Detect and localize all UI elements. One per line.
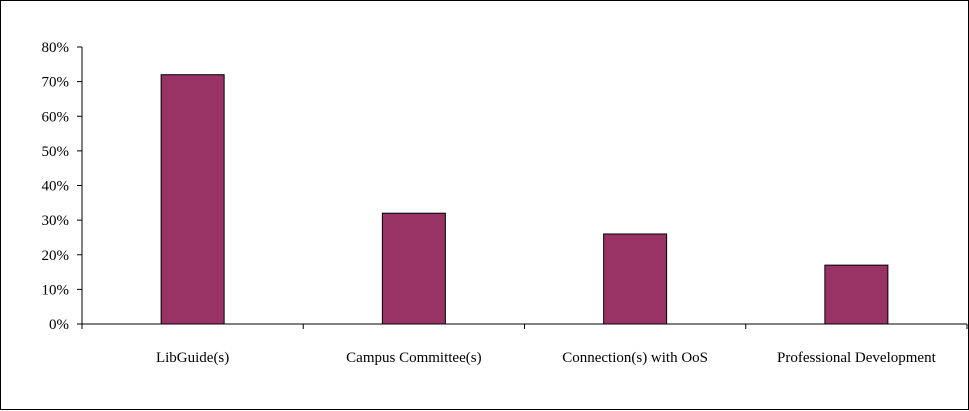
x-category-label: LibGuide(s) <box>156 350 229 366</box>
bar <box>160 74 225 325</box>
y-tick-label: 70% <box>42 75 70 91</box>
x-category-label: Campus Committee(s) <box>346 350 481 366</box>
bar <box>603 233 668 325</box>
bar <box>824 264 889 325</box>
y-tick-label: 50% <box>42 144 70 160</box>
x-category-label: Connection(s) with OoS <box>562 350 708 366</box>
y-tick-label: 0% <box>49 317 69 333</box>
y-tick-labels: 0% 10% 20% 30% 40% 50% 60% 70% 80% <box>42 40 70 333</box>
y-tick-label: 10% <box>42 282 70 298</box>
y-tick-label: 60% <box>42 109 70 125</box>
axes <box>77 46 968 329</box>
y-tick-label: 20% <box>42 248 70 264</box>
y-tick-label: 40% <box>42 179 70 195</box>
x-category-labels: LibGuide(s) Campus Committee(s) Connection… <box>156 350 937 366</box>
x-category-label: Professional Development <box>777 350 937 366</box>
bars <box>160 74 889 325</box>
y-tick-label: 80% <box>42 40 70 56</box>
bar <box>381 212 446 325</box>
y-tick-label: 30% <box>42 213 70 229</box>
